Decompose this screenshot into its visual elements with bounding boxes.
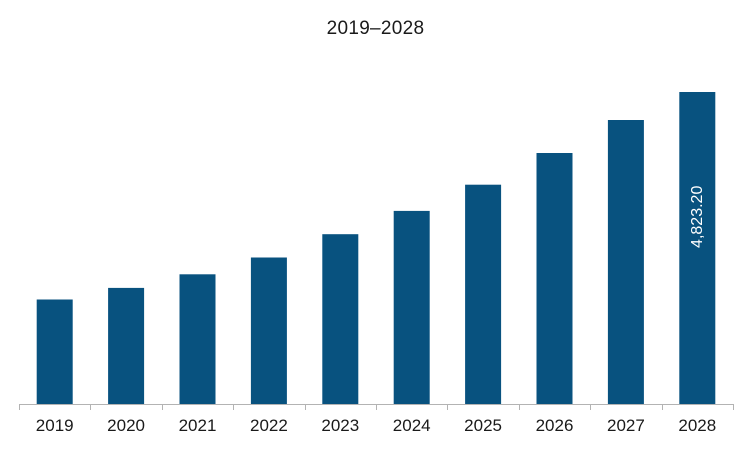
data-labels-group: 4,823.20 bbox=[689, 186, 706, 248]
bars-group bbox=[36, 92, 716, 404]
x-tick-label-2023: 2023 bbox=[321, 416, 359, 435]
x-tick-label-2021: 2021 bbox=[179, 416, 217, 435]
data-label-2028: 4,823.20 bbox=[689, 186, 706, 248]
chart-title: 2019–2028 bbox=[326, 18, 425, 39]
bar-2020 bbox=[108, 287, 145, 404]
bar-2021 bbox=[179, 274, 216, 404]
x-tick-label-2019: 2019 bbox=[36, 416, 74, 435]
bar-2027 bbox=[607, 120, 644, 404]
tick-labels-group: 2019 2020 2021 2022 2023 2024 2025 2026 2027 2028 bbox=[36, 416, 716, 435]
bar-2019 bbox=[36, 299, 73, 404]
x-axis bbox=[19, 404, 734, 410]
bar-2025 bbox=[465, 184, 502, 404]
bar-2026 bbox=[536, 153, 573, 404]
bar-2023 bbox=[322, 234, 359, 404]
bar-2028 bbox=[679, 92, 716, 404]
x-tick-label-2024: 2024 bbox=[393, 416, 431, 435]
x-tick-label-2020: 2020 bbox=[107, 416, 145, 435]
bar-2022 bbox=[250, 257, 287, 404]
x-tick-label-2028: 2028 bbox=[678, 416, 716, 435]
bar-2024 bbox=[393, 210, 430, 404]
x-tick-label-2027: 2027 bbox=[607, 416, 645, 435]
x-tick-label-2022: 2022 bbox=[250, 416, 288, 435]
x-tick-label-2026: 2026 bbox=[536, 416, 574, 435]
x-tick-label-2025: 2025 bbox=[464, 416, 502, 435]
